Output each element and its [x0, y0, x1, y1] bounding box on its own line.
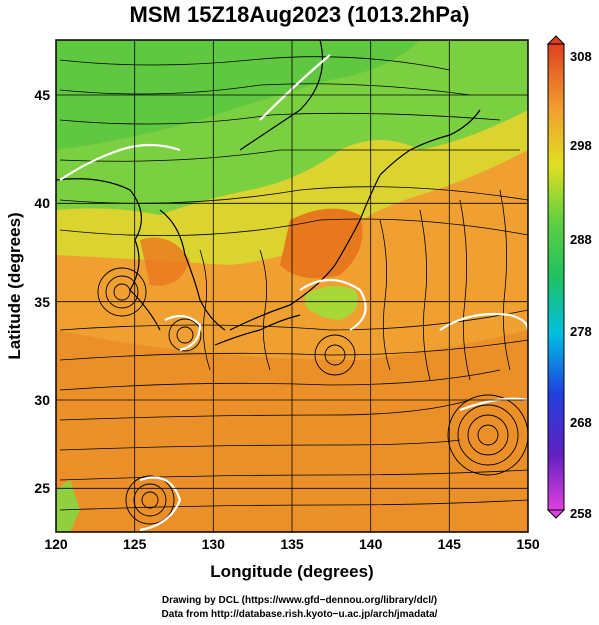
x-tick-label: 120: [44, 536, 68, 552]
y-axis: 25 30 35 40 45 Latitude (degrees): [5, 87, 50, 496]
circulation-swirls: [97, 267, 528, 525]
colorbar-tick: 308: [570, 49, 592, 64]
colorbar-tick: 288: [570, 232, 592, 247]
y-tick-label: 45: [34, 87, 50, 103]
map-title: MSM 15Z18Aug2023 (1013.2hPa): [129, 2, 470, 27]
colorbar-max-arrow: [546, 35, 566, 45]
colorbar-gradient: [547, 43, 565, 511]
colorbar-min-arrow: [546, 509, 566, 519]
x-tick-label: 125: [123, 536, 147, 552]
plot-frame: [55, 39, 529, 533]
x-tick-label: 140: [359, 536, 383, 552]
colorbar-tick: 268: [570, 415, 592, 430]
x-tick-label: 150: [516, 536, 540, 552]
y-tick-label: 25: [34, 480, 50, 496]
colorbar-tick: 278: [570, 324, 592, 339]
x-tick-label: 145: [438, 536, 462, 552]
y-axis-label: Latitude (degrees): [5, 212, 24, 359]
y-tick-label: 35: [34, 294, 50, 310]
streamlines: [59, 56, 528, 511]
x-axis-label: Longitude (degrees): [210, 562, 373, 581]
y-tick-label: 30: [34, 392, 50, 408]
colorbar: 308 298 288 278 268 258: [546, 35, 592, 521]
y-tick-label: 40: [34, 195, 50, 211]
grid: [56, 40, 528, 532]
x-tick-label: 130: [202, 536, 226, 552]
x-axis: 120 125 130 135 140 145 150 Longitude (d…: [44, 536, 540, 581]
x-tick-label: 135: [280, 536, 304, 552]
colorbar-tick: 298: [570, 138, 592, 153]
footer-credit-data: Data from http://database.rish.kyoto−u.a…: [161, 609, 438, 620]
footer-credit-dcl: Drawing by DCL (https://www.gfd−dennou.o…: [161, 595, 438, 606]
colorbar-tick: 258: [570, 506, 592, 521]
